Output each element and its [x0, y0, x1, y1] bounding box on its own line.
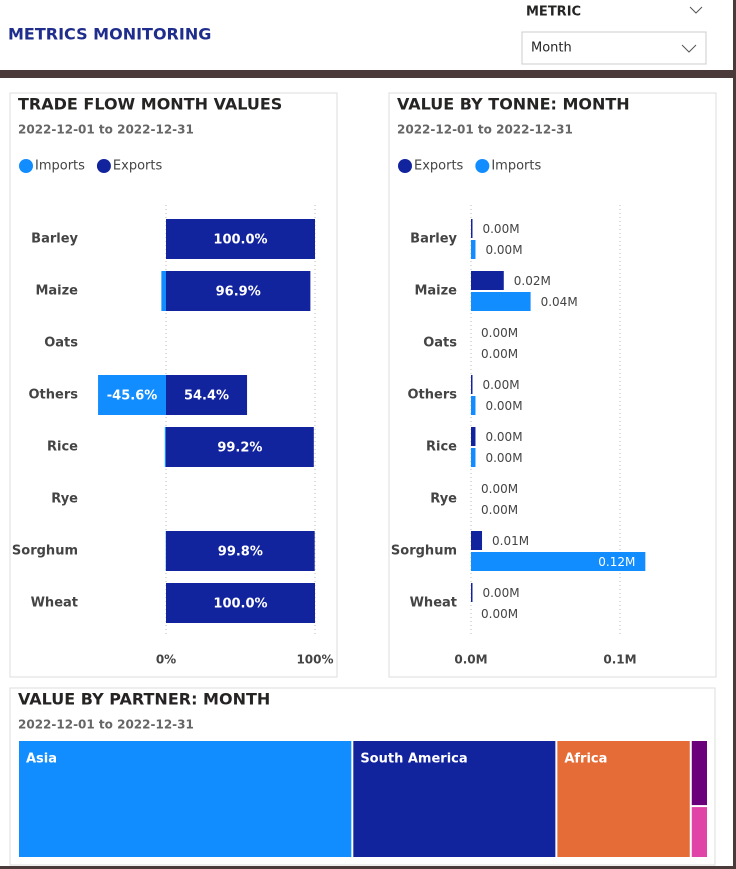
y-tick-label: Rice [426, 440, 457, 455]
data-label: 96.9% [216, 285, 261, 300]
data-label: 0.02M [514, 274, 551, 288]
data-label: 0.00M [485, 243, 522, 257]
treemap-cell [557, 741, 690, 857]
data-label: -45.6% [107, 389, 158, 404]
y-tick-label: Wheat [410, 596, 457, 611]
bar [471, 292, 531, 311]
data-label: 0.12M [598, 555, 635, 569]
bar [471, 375, 473, 394]
panel [9, 92, 338, 678]
y-tick-label: Maize [35, 284, 78, 299]
data-label: 0.00M [485, 399, 522, 413]
legend-label: Exports [113, 159, 163, 174]
x-tick-label: 0% [156, 653, 176, 667]
y-tick-label: Sorghum [12, 544, 78, 559]
treemap-label: Africa [564, 752, 607, 767]
frame-edge [733, 0, 736, 869]
chart-title: VALUE BY TONNE: MONTH [397, 95, 630, 114]
chart-title: VALUE BY PARTNER: MONTH [18, 690, 270, 709]
bar [471, 448, 476, 467]
data-label: 0.00M [482, 378, 519, 392]
chart-subtitle: 2022-12-01 to 2022-12-31 [397, 123, 573, 137]
bar [471, 240, 476, 259]
data-label: 0.00M [481, 607, 518, 621]
bar [471, 583, 473, 602]
panel [388, 92, 717, 678]
data-label: 0.00M [481, 482, 518, 496]
treemap-label: Asia [26, 752, 57, 767]
frame-edge [0, 866, 736, 869]
legend-swatch [475, 159, 490, 173]
chart-subtitle: 2022-12-01 to 2022-12-31 [18, 123, 194, 137]
filter-value: Month [531, 41, 572, 56]
y-tick-label: Others [408, 388, 458, 403]
bar [471, 271, 504, 290]
data-label: 100.0% [213, 597, 267, 612]
bar [166, 583, 315, 623]
legend-label: Imports [491, 159, 541, 174]
y-tick-label: Oats [423, 336, 457, 351]
data-label: 0.00M [482, 222, 519, 236]
panel [9, 687, 716, 866]
y-tick-label: Others [29, 388, 79, 403]
legend-swatch [398, 159, 412, 173]
bar [166, 219, 315, 259]
treemap-cell [691, 741, 707, 806]
chart-title: TRADE FLOW MONTH VALUES [18, 95, 282, 114]
treemap-cell [691, 807, 707, 857]
treemap-label: South America [360, 752, 467, 767]
y-tick-label: Rye [430, 492, 457, 507]
data-label: 99.8% [218, 545, 263, 560]
bar [161, 271, 166, 311]
x-tick-label: 0.1M [603, 653, 636, 667]
header-divider [0, 70, 736, 78]
bar [98, 375, 166, 415]
bar [471, 219, 473, 238]
bar [166, 271, 311, 311]
filter-dropdown[interactable] [521, 31, 707, 65]
filter-label: METRIC [526, 5, 581, 20]
y-tick-label: Rice [47, 440, 78, 455]
data-label: 100.0% [213, 233, 267, 248]
legend-swatch [96, 159, 111, 173]
data-label: 0.00M [481, 503, 518, 517]
data-label: 0.00M [481, 347, 518, 361]
data-label: 0.04M [541, 295, 578, 309]
bar [471, 427, 476, 446]
data-label: 0.00M [485, 451, 522, 465]
data-label: 0.00M [485, 430, 522, 444]
bar [166, 427, 314, 467]
y-tick-label: Wheat [31, 596, 78, 611]
bar [166, 375, 248, 415]
page-title: METRICS MONITORING [8, 25, 211, 44]
y-tick-label: Sorghum [391, 544, 457, 559]
legend-label: Exports [414, 159, 464, 174]
collapse-icon[interactable] [689, 6, 703, 14]
bar [164, 427, 166, 467]
treemap-cell [19, 741, 352, 857]
chart-subtitle: 2022-12-01 to 2022-12-31 [18, 718, 194, 732]
data-label: 0.00M [481, 326, 518, 340]
bar [166, 531, 315, 571]
bar [471, 552, 646, 571]
treemap-cell [353, 741, 556, 857]
legend-swatch [19, 159, 33, 173]
y-tick-label: Rye [51, 492, 78, 507]
bar [471, 396, 476, 415]
data-label: 54.4% [184, 389, 229, 404]
data-label: 0.01M [492, 534, 529, 548]
data-label: 99.2% [217, 441, 262, 456]
y-tick-label: Barley [31, 232, 78, 247]
dropdown-chevron [681, 44, 697, 53]
y-tick-label: Maize [414, 284, 457, 299]
bar [471, 531, 483, 550]
y-tick-label: Barley [410, 232, 457, 247]
legend-label: Imports [35, 159, 85, 174]
data-label: 0.00M [482, 586, 519, 600]
x-tick-label: 100% [296, 653, 333, 667]
x-tick-label: 0.0M [454, 653, 487, 667]
y-tick-label: Oats [44, 336, 78, 351]
